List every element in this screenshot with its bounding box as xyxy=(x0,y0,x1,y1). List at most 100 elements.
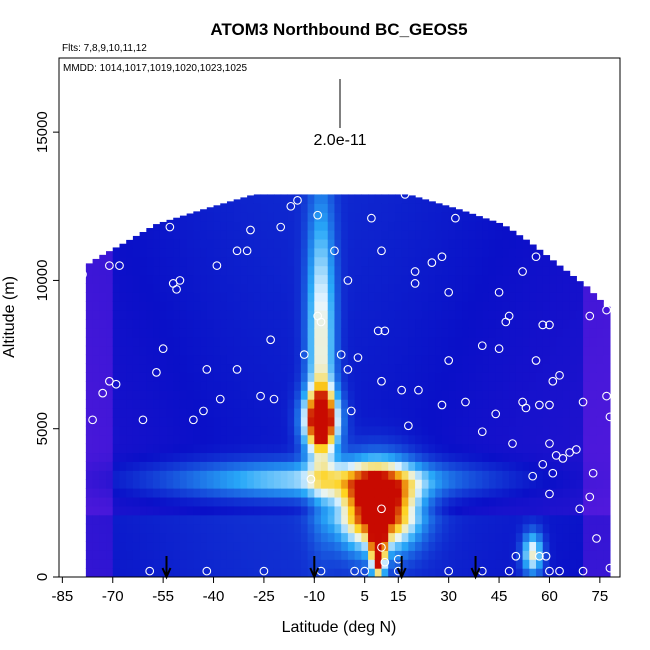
flight-track-point xyxy=(380,557,390,567)
flight-track-point xyxy=(212,261,222,270)
flight-track-point xyxy=(175,276,185,285)
y-tick-label: 10000 xyxy=(34,260,51,302)
flight-track-point xyxy=(269,394,279,404)
flight-track-point xyxy=(299,350,309,359)
flight-track-point xyxy=(397,385,407,395)
flights-note: Flts: 7,8,9,10,11,12 xyxy=(62,43,147,54)
flight-track-point xyxy=(266,335,275,345)
flight-track-point xyxy=(111,379,121,389)
x-tick-label: -55 xyxy=(152,588,174,605)
flight-track-point xyxy=(189,415,198,425)
flight-track-point xyxy=(377,246,386,256)
y-axis-label: Altitude (m) xyxy=(1,276,18,358)
flight-track-point xyxy=(98,388,108,398)
x-tick-label: 75 xyxy=(592,588,609,605)
flight-track-point xyxy=(521,403,531,413)
flight-track-point xyxy=(545,489,554,499)
flight-track-point xyxy=(531,356,541,365)
flight-track-point xyxy=(605,412,615,422)
flight-track-point xyxy=(602,305,611,315)
flight-track-point xyxy=(545,439,554,448)
flight-track-point xyxy=(316,317,326,327)
flight-track-point xyxy=(115,261,124,270)
x-tick-label: -25 xyxy=(253,588,275,605)
flight-track-point xyxy=(575,504,585,514)
flight-track-point xyxy=(152,368,161,377)
flight-track-point xyxy=(555,370,564,380)
flight-track-point xyxy=(538,459,548,469)
x-axis-label: Latitude (deg N) xyxy=(282,619,397,636)
x-tick-label: 45 xyxy=(491,588,508,605)
flight-track-point xyxy=(578,397,588,407)
flight-track-point xyxy=(313,210,323,220)
flight-track-point xyxy=(571,445,581,454)
flight-track-point xyxy=(360,566,370,576)
flight-track-point xyxy=(343,365,353,374)
y-axis: 0 5000 10000 15000 xyxy=(34,111,59,581)
x-axis: -85 -70 -55 -40 -25 -10 5 15 30 45 60 75 xyxy=(52,577,609,605)
x-tick-label: -10 xyxy=(303,588,325,605)
flight-track-point xyxy=(410,279,420,288)
flight-track-point xyxy=(343,276,353,285)
scale-bar-label: 2.0e-11 xyxy=(313,132,366,149)
y-tick-label: 0 xyxy=(34,573,51,581)
flight-track-point xyxy=(78,270,87,279)
flight-track-point xyxy=(508,216,517,226)
flight-track-point xyxy=(545,566,554,576)
flight-track-point xyxy=(592,534,601,543)
flight-track-point xyxy=(548,376,558,386)
flight-track-point xyxy=(242,246,252,256)
flight-track-point xyxy=(215,394,225,404)
flight-track-point xyxy=(508,439,517,448)
flight-track-point xyxy=(437,400,447,410)
y-tick-label: 15000 xyxy=(34,111,51,153)
flight-track-point xyxy=(377,376,386,386)
chart-title: ATOM3 Northbound BC_GEOS5 xyxy=(210,20,467,39)
flight-track-point xyxy=(199,406,208,416)
flight-track-point xyxy=(286,201,296,211)
flight-track-point xyxy=(511,551,521,561)
flight-track-point xyxy=(410,267,420,276)
flight-track-point xyxy=(477,427,487,437)
flight-track-point xyxy=(541,551,551,561)
flight-track-point xyxy=(491,409,501,419)
flight-track-point xyxy=(232,246,242,256)
flight-track-point xyxy=(330,246,339,256)
flight-track-point xyxy=(538,320,548,330)
x-tick-label: -85 xyxy=(52,588,74,605)
flight-track-point xyxy=(377,542,386,552)
flight-track-point xyxy=(202,566,212,576)
x-tick-label: 5 xyxy=(361,588,369,605)
flight-track-point xyxy=(350,566,359,576)
flight-track-point xyxy=(404,421,413,431)
flight-track-point xyxy=(548,468,558,478)
flight-track-point xyxy=(535,551,544,561)
flight-track-point xyxy=(373,326,383,336)
x-tick-label: 60 xyxy=(541,588,558,605)
flight-track-point xyxy=(145,566,155,576)
flight-track-point xyxy=(276,222,286,232)
flight-track-point xyxy=(380,326,390,336)
dates-note: MMDD: 1014,1017,1019,1020,1023,1025 xyxy=(63,63,247,74)
plot-frame xyxy=(58,57,621,578)
flight-track-point xyxy=(414,385,423,395)
flight-track-point xyxy=(444,356,454,365)
flight-track-point xyxy=(259,566,269,576)
flight-track-point xyxy=(88,415,97,425)
flight-track-point xyxy=(585,492,595,502)
flight-track-point xyxy=(558,454,568,463)
flight-track-point xyxy=(545,320,554,330)
flight-track-point xyxy=(504,311,514,321)
flight-track-point xyxy=(138,415,148,425)
flight-track-point xyxy=(232,365,242,374)
x-tick-label: 30 xyxy=(440,588,457,605)
flight-track-point xyxy=(602,391,611,401)
flight-track-point xyxy=(578,566,588,576)
flight-track-point xyxy=(246,225,255,235)
flight-track-point xyxy=(158,344,168,353)
flight-track-point xyxy=(588,468,598,478)
flight-track-point xyxy=(461,397,470,407)
x-tick-label: 15 xyxy=(390,588,407,605)
flight-track-point xyxy=(528,471,538,481)
